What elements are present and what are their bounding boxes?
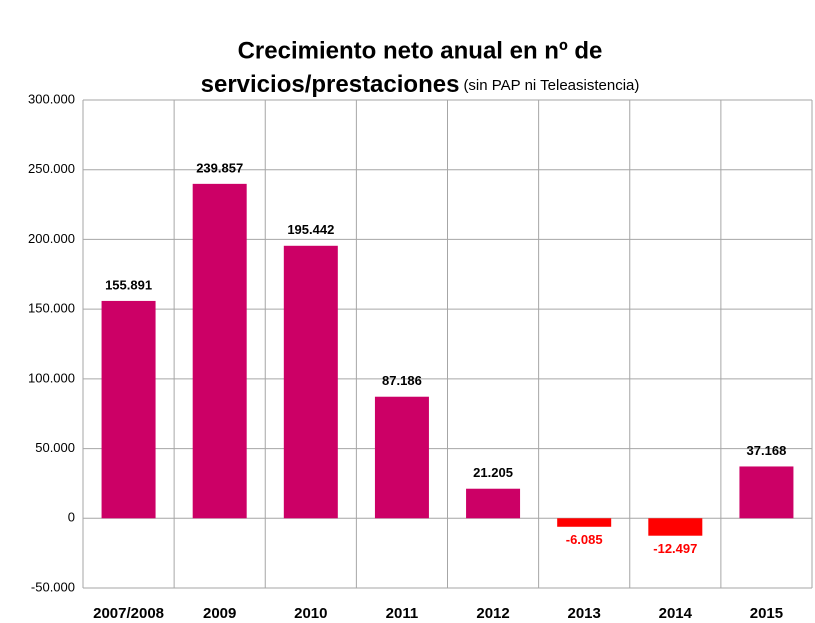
x-tick-label: 2013 [568,605,601,622]
value-label: -6.085 [566,532,603,547]
chart-subtitle: (sin PAP ni Teleasistencia) [463,77,639,94]
y-tick-label: -50.000 [31,579,75,594]
y-tick-label: 300.000 [28,91,75,106]
bar [101,300,156,519]
y-tick-label: 250.000 [28,161,75,176]
y-tick-label: 100.000 [28,370,75,385]
y-tick-label: 0 [68,510,75,525]
bar [466,488,521,519]
bar [648,518,703,536]
bar [283,245,338,519]
y-tick-label: 200.000 [28,231,75,246]
x-tick-label: 2011 [386,605,419,622]
value-label: 21.205 [473,465,513,480]
value-label: 155.891 [105,277,152,292]
bar [557,518,612,527]
bar [192,183,247,519]
y-tick-label: 150.000 [28,301,75,316]
chart-title-line: servicios/prestaciones (sin PAP ni Teleas… [201,71,640,98]
x-tick-label: 2009 [203,605,236,622]
value-label: 195.442 [287,222,334,237]
chart-title: Crecimiento neto anual en nº de [238,37,603,64]
value-label: 87.186 [382,373,422,388]
value-label: 239.857 [196,160,243,175]
x-tick-label: 2012 [476,605,509,622]
value-label: -12.497 [653,541,697,556]
bar [374,396,429,519]
bar [739,466,794,519]
x-tick-label: 2014 [659,605,693,622]
x-tick-label: 2015 [750,605,783,622]
value-label: 37.168 [747,443,787,458]
x-tick-label: 2007/2008 [93,605,164,622]
chart-title: servicios/prestaciones [201,71,460,98]
x-tick-label: 2010 [294,605,327,622]
y-tick-label: 50.000 [35,440,75,455]
